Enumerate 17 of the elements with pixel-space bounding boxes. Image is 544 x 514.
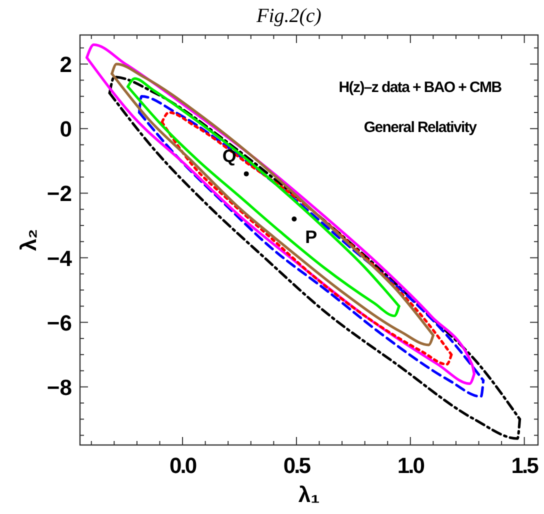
annotation: H(z)–z data + BAO + CMB <box>338 79 502 96</box>
x-tick-label: 1.5 <box>511 453 539 478</box>
x-tick-label: 1.0 <box>397 453 425 478</box>
x-axis-title: λ₁ <box>298 482 320 507</box>
y-tick-label: 0 <box>60 116 72 142</box>
y-tick-label: −2 <box>46 181 72 206</box>
chart-title: Fig.2(c) <box>256 5 322 27</box>
y-tick-label: −8 <box>46 374 72 400</box>
y-axis-title: λ₂ <box>16 228 41 252</box>
annotation: Q <box>222 146 236 166</box>
y-tick-label: −4 <box>46 246 73 271</box>
y-tick-label: −6 <box>46 310 72 336</box>
x-tick-label: 0.5 <box>283 453 311 478</box>
annotation: P <box>305 227 318 248</box>
x-tick-label: 0.0 <box>169 453 197 478</box>
annotation: General Relativity <box>364 119 478 136</box>
y-tick-label: 2 <box>60 52 72 78</box>
